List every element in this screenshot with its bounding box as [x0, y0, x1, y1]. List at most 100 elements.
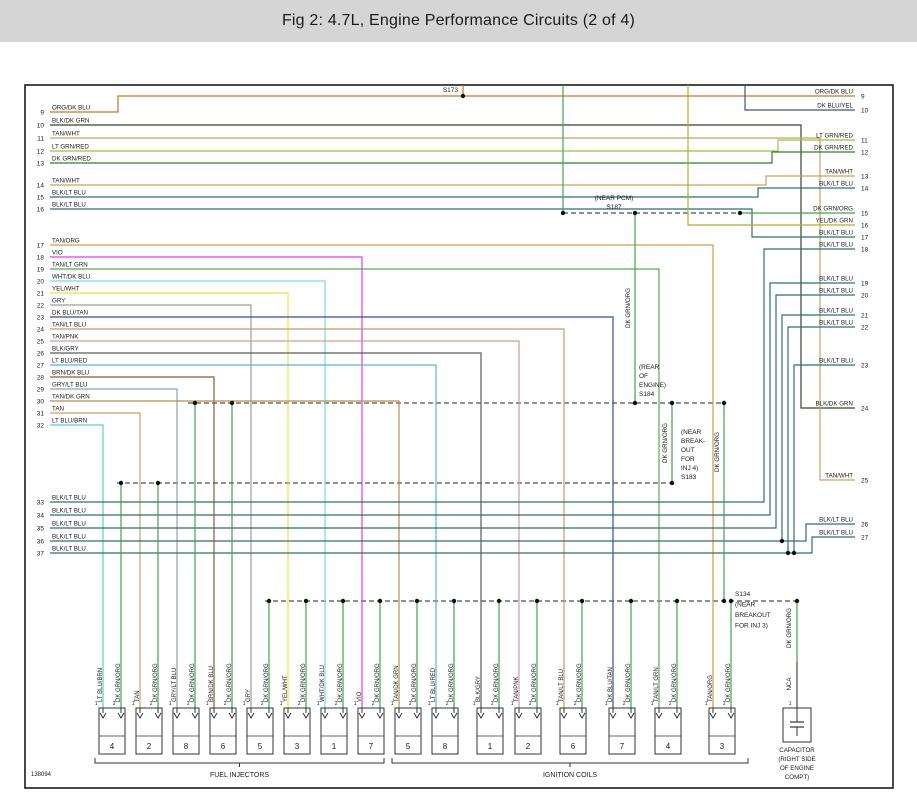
connector-ignition-coils-8-terminal-arrow-icon-0: [432, 712, 440, 719]
connector-fuel-injectors-5-terminal-arrow-icon-1: [265, 712, 273, 719]
right-pin-23-wire-label: BLK/LT BLU: [819, 358, 853, 365]
connector-fuel-injectors-7-terminal-arrow-icon-1: [376, 712, 384, 719]
wire-pcm-35-blk-lt-blu: [50, 294, 855, 529]
connector-fuel-injectors-5-wire-label: GRY: [246, 689, 252, 702]
capacitor-box: [782, 707, 812, 743]
connector-fuel-injectors-7-pin-1: 1: [354, 701, 357, 707]
splice-junction-20: [579, 598, 585, 604]
connector-ignition-coils-3: [708, 707, 736, 755]
wire-pcm-14-tan-wht: [50, 175, 855, 186]
left-pin-26-number: 26: [37, 351, 45, 358]
connector-fuel-injectors-1-pin-2: 2: [335, 701, 338, 707]
connector-fuel-injectors-7-terminal-arrow-icon-0: [358, 712, 366, 719]
left-pin-37-number: 37: [37, 551, 45, 558]
right-pin-18-wire-label: BLK/LT BLU: [819, 242, 853, 249]
left-pin-31-wire-label: TAN: [52, 406, 64, 413]
splice-junction-19: [534, 598, 540, 604]
wire-right-16-yel-dk-grn: [687, 85, 855, 226]
connector-fuel-injectors-3-terminal-arrow-icon-1: [302, 712, 310, 719]
connector-ignition-coils-2-number: 2: [526, 742, 531, 751]
splice-junction-15: [377, 598, 383, 604]
left-pin-29-wire-label: GRY/LT BLU: [52, 382, 87, 389]
left-pin-24-wire-label: TAN/LT BLU: [52, 322, 86, 329]
left-pin-35-wire-label: BLK/LT BLU: [52, 521, 86, 528]
wire-pcm-24-tan-lt-blu: [50, 328, 565, 708]
splice-s134-label-line-2: BREAKOUT: [735, 612, 771, 619]
connector-fuel-injectors-8-pin-1: 1: [169, 701, 172, 707]
connector-fuel-injectors-7-pin-2: 2: [372, 701, 375, 707]
connector-ignition-coils-7-feed-label: DK GRN/ORG: [626, 663, 632, 702]
left-pin-29-number: 29: [37, 387, 45, 394]
connector-ignition-coils-3-wire-label: TAN/ORG: [708, 675, 714, 702]
connector-fuel-injectors-8-terminal-arrow-icon-0: [173, 712, 181, 719]
bracket-ignition-coils: [391, 758, 749, 767]
connector-ignition-coils-4-pin-1: 1: [651, 701, 654, 707]
connector-ignition-coils-7-terminal-arrow-icon-0: [609, 712, 617, 719]
right-pin-21-number: 21: [861, 313, 869, 320]
connector-fuel-injectors-2-terminal-arrow-icon-0: [136, 712, 144, 719]
connector-ignition-coils-5-terminal-arrow-icon-1: [413, 712, 421, 719]
right-pin-9-number: 9: [861, 94, 865, 101]
splice-junction-18: [496, 598, 502, 604]
connector-ignition-coils-8: [431, 707, 459, 755]
connector-ignition-coils-7-pin-2: 2: [623, 701, 626, 707]
connector-ignition-coils-3-number: 3: [720, 742, 725, 751]
splice-junction-7: [669, 400, 675, 406]
connector-fuel-injectors-3-pin-1: 1: [280, 701, 283, 707]
right-pin-24-wire-label: BLK/DK GRN: [816, 401, 853, 408]
connector-fuel-injectors-1: [320, 707, 348, 755]
left-pin-37-wire-label: BLK/LT BLU: [52, 546, 86, 553]
connector-fuel-injectors-7-feed-label: DK GRN/ORG: [375, 663, 381, 702]
splice-junction-5: [229, 400, 235, 406]
connector-ignition-coils-4: [654, 707, 682, 755]
splice-s134-label-line-1: (NEAR: [735, 602, 756, 609]
connector-ignition-coils-6-pin-2: 2: [574, 701, 577, 707]
left-pin-14-wire-label: TAN/WHT: [52, 178, 80, 185]
wire-pcm-25-tan-pnk: [50, 340, 520, 708]
connector-ignition-coils-7: [608, 707, 636, 755]
right-pin-15-wire-label: DK GRN/ORG: [813, 206, 853, 213]
left-pin-20-wire-label: WHT/DK BLU: [52, 274, 90, 281]
splice-junction-2: [632, 210, 638, 216]
left-pin-23-wire-label: DK BLU/TAN: [52, 310, 88, 317]
splice-s183-label-line-1: BREAK-: [681, 438, 705, 445]
capacitor-caption-line-3: COMPT): [785, 774, 809, 781]
group-label-ignition-coils: IGNITION COILS: [543, 772, 597, 779]
right-pin-12-wire-label: DK GRN/RED: [814, 145, 853, 152]
connector-ignition-coils-1-wire-label: BLK/GRY: [476, 676, 482, 702]
connector-ignition-coils-2-terminal-arrow-icon-0: [515, 712, 523, 719]
left-pin-27-number: 27: [37, 363, 45, 370]
page-title: Fig 2: 4.7L, Engine Performance Circuits…: [281, 12, 636, 29]
left-pin-21-wire-label: YEL/WHT: [52, 286, 80, 293]
connector-ignition-coils-5: [394, 707, 422, 755]
splice-s187-label-line-0: (NEAR PCM): [595, 195, 634, 202]
connector-fuel-injectors-2-terminal-arrow-icon-1: [154, 712, 162, 719]
connector-fuel-injectors-4-pin-1: 1: [95, 701, 98, 707]
connector-fuel-injectors-3-number: 3: [295, 742, 300, 751]
splice-s183-label-line-5: S183: [681, 474, 697, 481]
right-pin-17-number: 17: [861, 235, 869, 242]
connector-ignition-coils-3-feed-label: DK GRN/ORG: [726, 663, 732, 702]
splice-s184-label-line-1: OF: [639, 373, 648, 380]
connector-ignition-coils-7-wire-label: DK BLU/TAN: [608, 667, 614, 702]
splice-s184-label-line-2: ENGINE): [639, 382, 666, 389]
connector-fuel-injectors-6-terminal-arrow-icon-0: [210, 712, 218, 719]
capacitor-caption-line-1: (RIGHT SIDE: [778, 756, 815, 763]
connector-ignition-coils-4-feed-label: DK GRN/ORG: [672, 663, 678, 702]
splice-s183-label-line-2: OUT: [681, 447, 695, 454]
wire-pcm-20-wht-dk-blu: [50, 280, 326, 708]
left-pin-18-number: 18: [37, 255, 45, 262]
connector-ignition-coils-4-terminal-arrow-icon-1: [673, 712, 681, 719]
wire-pcm-26-blk-gry: [50, 352, 482, 708]
left-pin-22-wire-label: GRY: [52, 298, 65, 305]
splice-junction-10: [155, 480, 161, 486]
connector-ignition-coils-4-number: 4: [666, 742, 671, 751]
wire-pcm-9-org-dk-blu: [50, 95, 855, 113]
left-pin-19-number: 19: [37, 267, 45, 274]
left-pin-33-wire-label: BLK/LT BLU: [52, 495, 86, 502]
splice-s183-label-line-3: FOR: [681, 456, 695, 463]
left-pin-16-wire-label: BLK/LT BLU: [52, 202, 86, 209]
wire-pcm-34-blk-lt-blu: [50, 282, 855, 516]
connector-ignition-coils-2-feed-label: DK GRN/ORG: [532, 663, 538, 702]
